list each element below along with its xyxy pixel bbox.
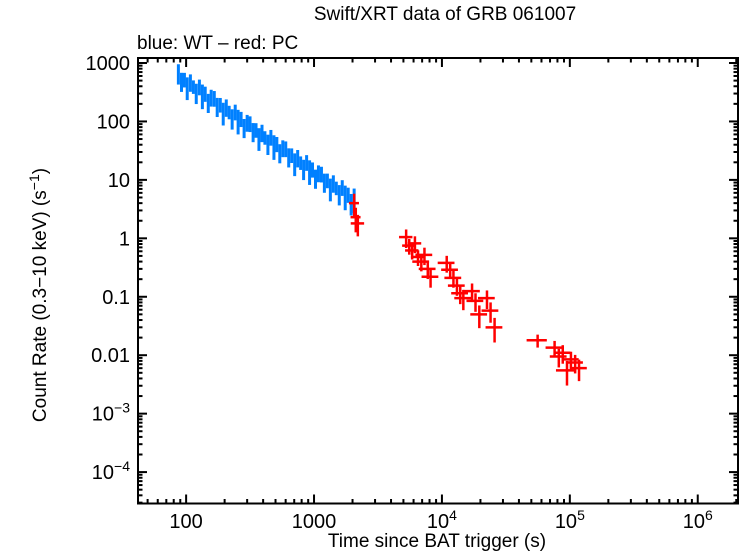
chart-mode-legend: blue: WT – red: PC <box>137 33 298 54</box>
chart-title: Swift/XRT data of GRB 061007 <box>314 4 576 25</box>
y-tick-label: 0.1 <box>102 287 130 309</box>
y-tick-label: 1 <box>119 228 130 250</box>
x-axis-title: Time since BAT trigger (s) <box>328 531 546 552</box>
wt-series <box>176 64 356 216</box>
x-tick-label: 106 <box>683 507 713 533</box>
y-tick-label: 10−4 <box>92 458 130 484</box>
x-tick-label: 100 <box>169 511 202 533</box>
y-tick-label: 1000 <box>86 53 131 75</box>
y-tick-label: 10 <box>108 170 130 192</box>
x-tick-label: 1000 <box>292 511 337 533</box>
x-tick-label: 104 <box>427 507 457 533</box>
x-tick-label: 105 <box>555 507 585 533</box>
x-tick-labels: 100 1000 104 105 106 <box>169 507 713 533</box>
y-tick-labels: 1000 100 10 1 0.1 0.01 10−3 10−4 <box>86 53 131 484</box>
y-tick-label: 100 <box>97 111 130 133</box>
pc-series <box>348 193 587 386</box>
y-axis-title: Count Rate (0.3−10 keV) (s−1) <box>26 168 51 422</box>
y-tick-label: 10−3 <box>92 400 130 426</box>
plot-frame <box>137 57 739 505</box>
axis-ticks <box>138 58 738 504</box>
y-tick-label: 0.01 <box>91 345 130 367</box>
